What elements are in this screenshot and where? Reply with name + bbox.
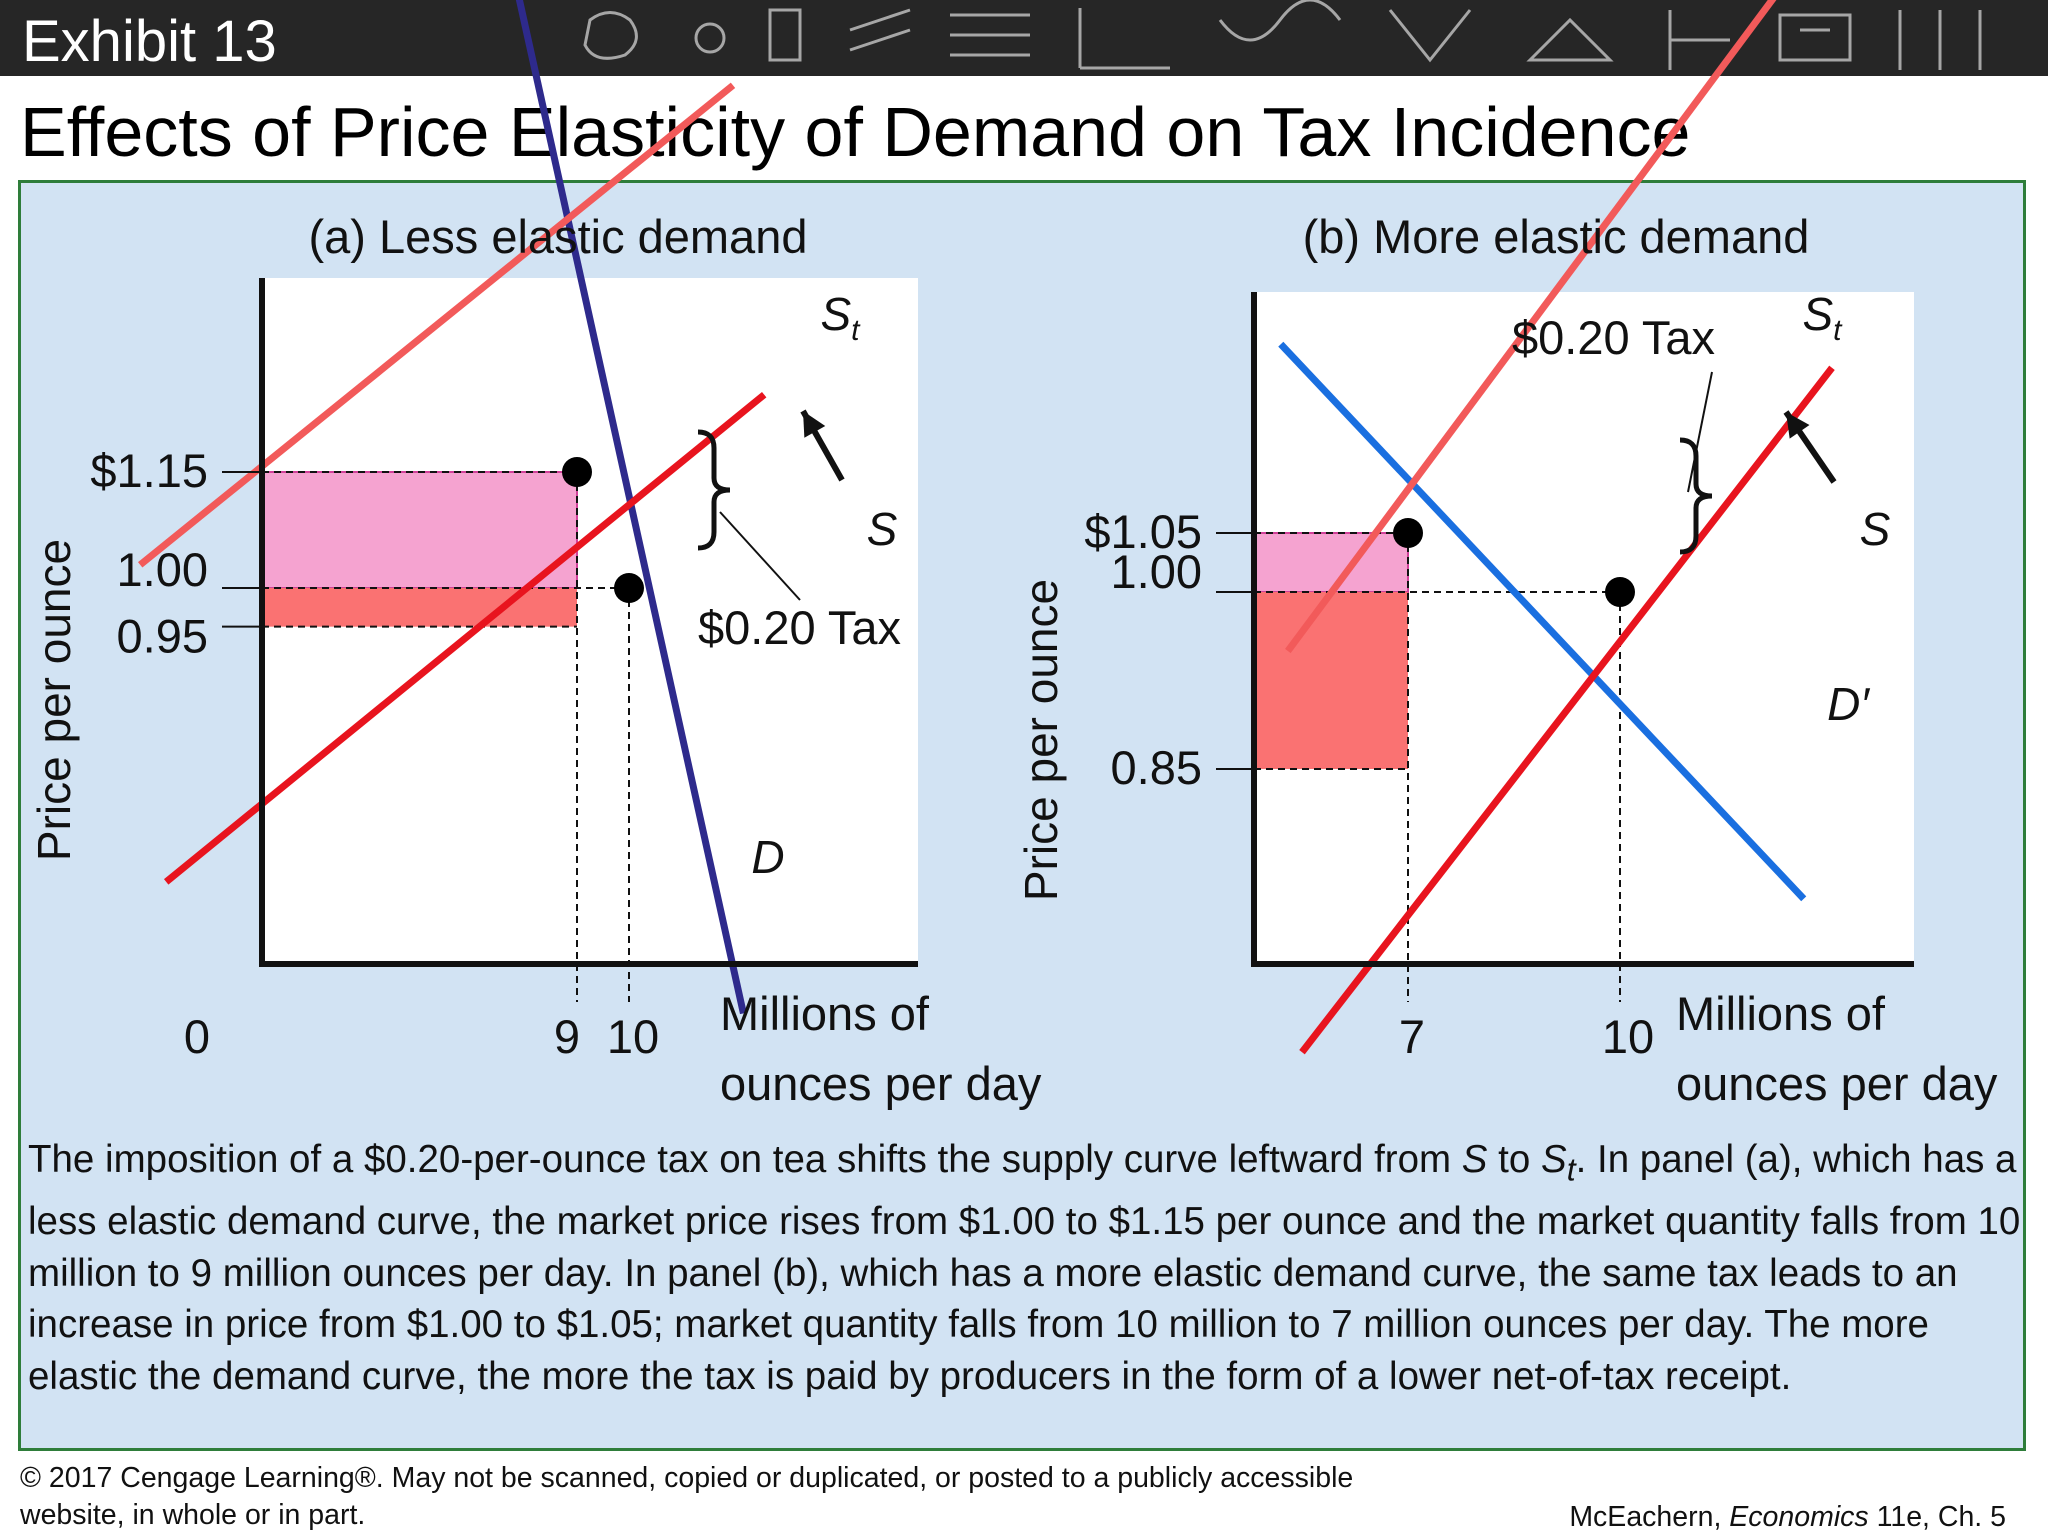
tax-leader-line	[719, 511, 801, 601]
source-credit: McEachern, Economics 11e, Ch. 5	[1569, 1501, 2006, 1533]
shift-arrow-head	[803, 411, 826, 438]
supply-label: S	[867, 503, 898, 555]
demand-curve	[515, 0, 747, 1015]
tax-label: $0.20 Tax	[1512, 311, 1715, 364]
slide-title: Effects of Price Elasticity of Demand on…	[20, 93, 1691, 171]
x-axis-label-line2: ounces per day	[720, 1057, 1042, 1110]
tax-brace	[697, 429, 731, 551]
panel-title: (b) More elastic demand	[1303, 210, 1810, 263]
equilibrium-point	[1393, 518, 1423, 548]
demand-label: D	[751, 831, 784, 883]
equilibrium-point	[1605, 577, 1635, 607]
x-tick-label: 10	[607, 1010, 659, 1063]
x-tick-label: 9	[554, 1010, 580, 1063]
y-axis-label: Price per ounce	[1015, 579, 1067, 901]
producer-tax-share	[1254, 592, 1408, 769]
panel-a-less-elastic: (a) Less elastic demand Price per ounce$1…	[28, 0, 1042, 1110]
demand-label: D′	[1827, 678, 1870, 730]
supply-with-tax-curve	[1285, 0, 1777, 654]
x-axis-label-line1: Millions of	[1676, 987, 1886, 1040]
supply-curve	[163, 391, 767, 885]
panel-b-more-elastic: (b) More elastic demand Price per ounce $1…	[1015, 0, 1998, 1110]
consumer-tax-share	[1253, 532, 1409, 593]
supply-curve	[1299, 365, 1835, 1055]
tax-leader-line	[1687, 371, 1713, 493]
y-tick-label: 1.00	[117, 543, 208, 596]
supply-with-tax-curve	[137, 82, 736, 568]
exhibit-caption: The imposition of a $0.20-per-ounce tax …	[28, 1138, 2021, 1398]
demand-curve	[1278, 341, 1807, 902]
exhibit-label: Exhibit 13	[22, 9, 277, 74]
x-tick-label: 10	[1602, 1010, 1654, 1063]
subscript-t: t	[851, 314, 861, 347]
x-axis-label-line1: Millions of	[720, 987, 930, 1040]
producer-tax-share	[262, 588, 577, 627]
tax-label: $0.20 Tax	[698, 601, 901, 654]
x-axis-label-line2: ounces per day	[1676, 1057, 1998, 1110]
y-axis-label: Price per ounce	[28, 539, 80, 861]
supply-label: S	[1860, 503, 1891, 555]
consumer-tax-share	[261, 471, 578, 589]
y-tick-label: 0.95	[117, 610, 208, 663]
panel-title: (a) Less elastic demand	[309, 210, 808, 263]
y-tick-label: 0.85	[1111, 741, 1202, 794]
header-bar: Exhibit 13	[0, 0, 2048, 76]
x-tick-label: 7	[1399, 1010, 1425, 1063]
tax-brace	[1679, 437, 1713, 555]
equilibrium-point	[562, 457, 592, 487]
y-tick-label: 1.00	[1111, 545, 1202, 598]
y-tick-label: $1.05	[1084, 505, 1202, 558]
equilibrium-point	[614, 573, 644, 603]
origin-label: 0	[184, 1010, 210, 1063]
subscript-t: t	[1833, 314, 1843, 347]
y-tick-label: $1.15	[90, 444, 208, 497]
copyright-notice: © 2017 Cengage Learning®. May not be sca…	[20, 1462, 1354, 1531]
shift-arrow-head	[1786, 412, 1810, 439]
chalkboard-doodle-decoration	[583, 0, 1982, 70]
